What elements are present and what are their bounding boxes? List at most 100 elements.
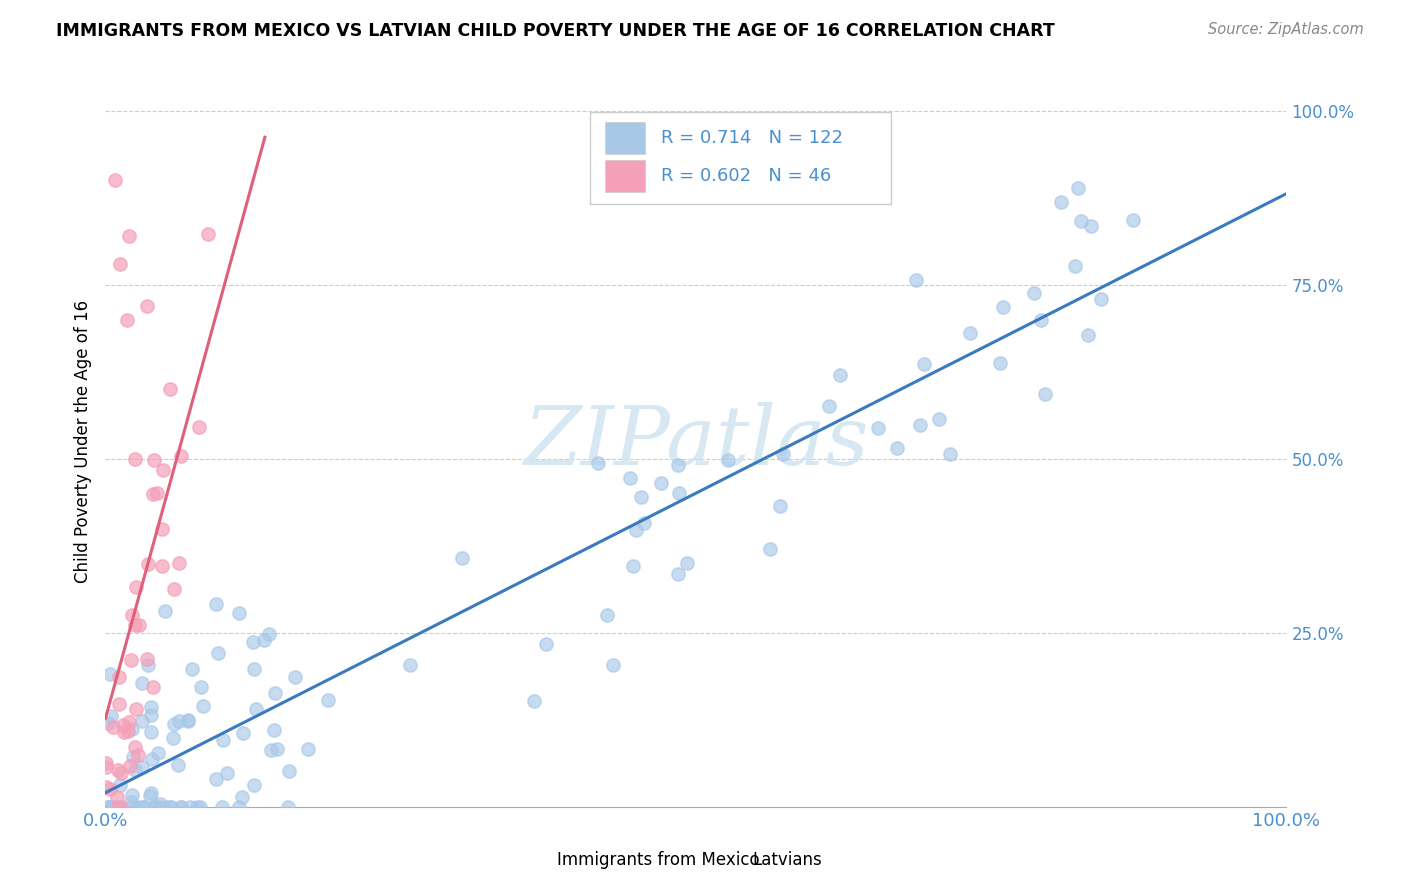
Point <box>124 763 146 777</box>
Point <box>124 452 146 467</box>
Point <box>100 800 122 814</box>
Point <box>666 458 689 472</box>
Point <box>104 800 127 814</box>
Text: Source: ZipAtlas.com: Source: ZipAtlas.com <box>1208 22 1364 37</box>
Point <box>215 766 238 780</box>
Point <box>650 476 672 491</box>
Point <box>284 669 307 683</box>
Point <box>263 723 285 737</box>
Text: Latvians: Latvians <box>752 851 823 869</box>
Point <box>523 694 546 708</box>
Point <box>146 746 169 760</box>
Point <box>1080 219 1102 233</box>
Point <box>316 693 339 707</box>
Point <box>121 607 143 622</box>
Point <box>905 273 928 287</box>
Point <box>817 399 839 413</box>
Point <box>243 778 266 792</box>
Point <box>117 714 139 729</box>
Point <box>136 557 159 571</box>
Point <box>101 720 124 734</box>
Point <box>253 632 276 647</box>
Point <box>212 732 235 747</box>
Point <box>630 491 652 505</box>
Point <box>115 312 138 326</box>
Point <box>163 717 186 731</box>
Y-axis label: Child Poverty Under the Age of 16: Child Poverty Under the Age of 16 <box>73 300 91 583</box>
Point <box>668 486 690 500</box>
Point <box>167 758 190 772</box>
Point <box>159 382 181 396</box>
Point <box>1070 214 1092 228</box>
Text: IMMIGRANTS FROM MEXICO VS LATVIAN CHILD POVERTY UNDER THE AGE OF 16 CORRELATION : IMMIGRANTS FROM MEXICO VS LATVIAN CHILD … <box>56 22 1054 40</box>
Point <box>104 173 127 187</box>
Point <box>1024 286 1046 301</box>
Point <box>108 779 131 793</box>
Point <box>1064 260 1087 274</box>
Point <box>277 764 299 778</box>
Point <box>181 662 204 676</box>
FancyBboxPatch shape <box>605 160 645 192</box>
Point <box>159 800 181 814</box>
Point <box>138 657 160 672</box>
Point <box>121 800 143 814</box>
Point <box>127 800 149 814</box>
Point <box>633 516 655 531</box>
Point <box>1122 213 1144 227</box>
Point <box>120 652 142 666</box>
Point <box>128 618 150 632</box>
Point <box>912 357 935 371</box>
Point <box>451 550 474 565</box>
Point <box>153 800 176 814</box>
Point <box>134 800 156 814</box>
Point <box>94 756 117 771</box>
Point <box>207 646 229 660</box>
Point <box>170 450 193 464</box>
Point <box>149 797 172 812</box>
Point <box>177 713 200 727</box>
Point <box>621 558 644 573</box>
Point <box>162 731 184 745</box>
Point <box>142 800 165 814</box>
Point <box>120 759 142 773</box>
Point <box>142 452 165 467</box>
Text: ZIPatlas: ZIPatlas <box>523 401 869 482</box>
Point <box>108 697 131 711</box>
Point <box>938 446 960 460</box>
Point <box>187 419 209 434</box>
Point <box>163 582 186 596</box>
Point <box>993 300 1015 314</box>
Point <box>131 800 153 814</box>
Point <box>121 789 143 803</box>
Point <box>266 742 288 756</box>
Point <box>177 714 200 729</box>
Point <box>188 800 211 814</box>
Point <box>141 724 163 739</box>
Point <box>152 462 174 476</box>
Point <box>243 662 266 676</box>
Point <box>245 701 267 715</box>
Text: R = 0.602   N = 46: R = 0.602 N = 46 <box>661 167 831 185</box>
Point <box>1090 292 1112 306</box>
Point <box>135 299 157 313</box>
Point <box>118 229 141 244</box>
Point <box>257 627 280 641</box>
Point <box>139 786 162 800</box>
Text: R = 0.714   N = 122: R = 0.714 N = 122 <box>661 129 842 147</box>
Point <box>108 257 131 271</box>
Point <box>97 715 120 730</box>
Point <box>110 765 132 780</box>
Point <box>886 442 908 456</box>
Point <box>205 772 228 786</box>
Point <box>170 800 193 814</box>
Point <box>190 680 212 694</box>
Point <box>142 487 165 501</box>
FancyBboxPatch shape <box>523 850 553 874</box>
Point <box>242 634 264 648</box>
Point <box>297 742 319 756</box>
Point <box>112 718 135 732</box>
Point <box>588 456 610 470</box>
Point <box>110 800 132 814</box>
Point <box>124 739 146 754</box>
Point <box>110 800 132 814</box>
